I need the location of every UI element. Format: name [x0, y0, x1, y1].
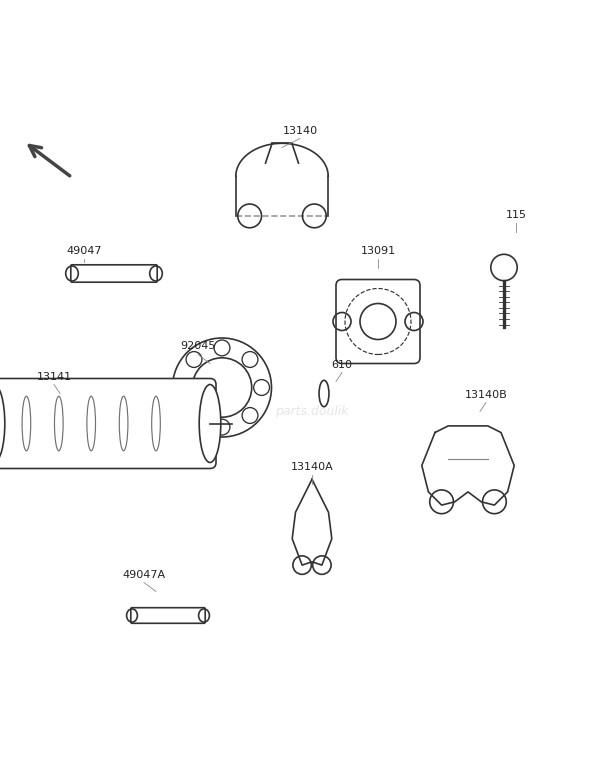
- Text: 49047: 49047: [66, 246, 102, 256]
- FancyBboxPatch shape: [131, 608, 205, 623]
- FancyBboxPatch shape: [336, 280, 420, 363]
- Text: 49047A: 49047A: [122, 570, 166, 580]
- FancyBboxPatch shape: [0, 378, 216, 469]
- Text: 115: 115: [505, 209, 527, 219]
- Ellipse shape: [0, 384, 5, 463]
- Ellipse shape: [319, 381, 329, 407]
- FancyBboxPatch shape: [71, 265, 157, 282]
- Circle shape: [491, 254, 517, 281]
- Text: 13141: 13141: [37, 371, 71, 381]
- Text: 13140A: 13140A: [290, 461, 334, 471]
- Text: parts.doulik: parts.doulik: [275, 405, 349, 418]
- Ellipse shape: [199, 384, 221, 463]
- Text: 92045: 92045: [181, 342, 215, 352]
- Text: 13140B: 13140B: [464, 390, 508, 399]
- Text: 13140: 13140: [283, 126, 317, 136]
- Text: 13091: 13091: [361, 246, 395, 256]
- Text: 610: 610: [331, 360, 352, 370]
